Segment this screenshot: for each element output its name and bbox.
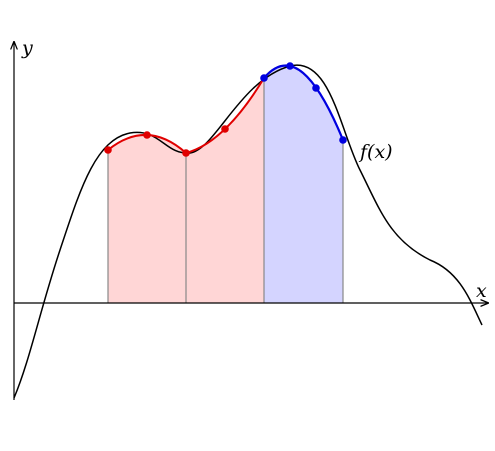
curve-label: f(x) <box>358 141 393 163</box>
function-curve <box>13 64 483 399</box>
blue-cubic <box>263 64 345 141</box>
y-label: y <box>21 37 33 59</box>
x-label: x <box>476 280 487 302</box>
blue-nodes <box>260 62 347 144</box>
red-nodes <box>104 125 229 157</box>
dividers <box>107 78 344 303</box>
blue-region <box>264 65 343 303</box>
